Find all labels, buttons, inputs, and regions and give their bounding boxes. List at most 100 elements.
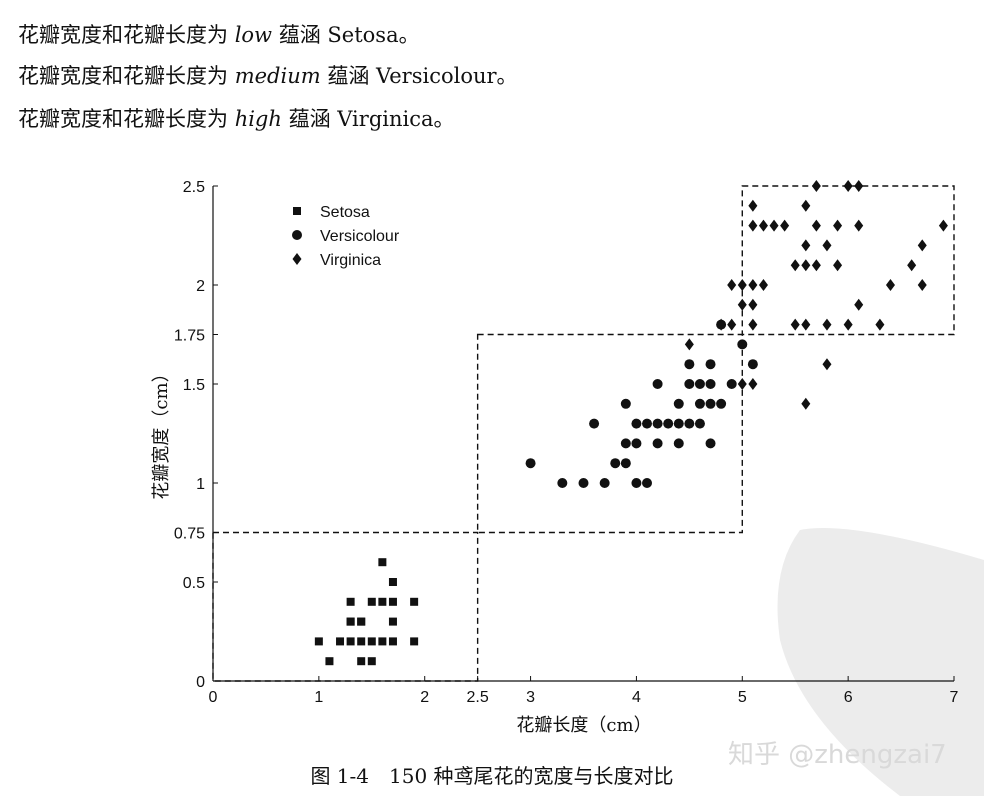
legend-label-setosa: Setosa bbox=[320, 204, 370, 221]
point-virginica bbox=[748, 219, 758, 232]
point-versicolour bbox=[705, 379, 716, 389]
x-axis-title: 花瓣长度（cm） bbox=[516, 715, 651, 736]
y-tick-label: 1 bbox=[196, 476, 205, 493]
point-setosa bbox=[367, 597, 376, 606]
point-setosa bbox=[367, 657, 376, 666]
point-virginica bbox=[748, 298, 758, 311]
point-virginica bbox=[801, 199, 811, 212]
point-setosa bbox=[346, 617, 355, 626]
point-virginica bbox=[822, 239, 832, 252]
legend-label-versicolour: Versicolour bbox=[320, 228, 400, 245]
point-setosa bbox=[336, 637, 345, 646]
point-versicolour bbox=[747, 359, 758, 370]
rule-species: Setosa。 bbox=[327, 23, 420, 47]
point-virginica bbox=[748, 378, 758, 390]
rule-prefix: 花瓣宽度和花瓣长度为 bbox=[18, 23, 235, 47]
point-setosa bbox=[357, 657, 366, 666]
point-versicolour bbox=[620, 458, 631, 469]
point-versicolour bbox=[631, 418, 642, 429]
point-virginica bbox=[938, 219, 948, 232]
figure-caption: 图 1-4 150 种鸢尾花的宽度与长度对比 bbox=[310, 764, 674, 788]
point-virginica bbox=[758, 219, 768, 232]
y-tick-label: 0 bbox=[196, 674, 205, 691]
rule-middle: 蕴涵 bbox=[281, 107, 338, 131]
point-setosa bbox=[378, 558, 387, 567]
point-versicolour bbox=[694, 418, 705, 429]
point-virginica bbox=[769, 219, 779, 232]
legend-marker-versicolour bbox=[292, 230, 302, 240]
point-virginica bbox=[790, 318, 800, 331]
point-virginica bbox=[907, 259, 917, 272]
region-box-3 bbox=[741, 185, 955, 336]
y-tick-label: 1.75 bbox=[174, 328, 205, 345]
watermark-shape bbox=[777, 528, 984, 796]
x-tick-label: 2 bbox=[420, 689, 429, 706]
point-versicolour bbox=[578, 478, 589, 488]
point-virginica bbox=[833, 259, 843, 272]
point-versicolour bbox=[525, 458, 536, 469]
x-tick-label: 6 bbox=[844, 689, 853, 706]
y-tick-label: 2.5 bbox=[183, 179, 205, 196]
point-versicolour bbox=[684, 379, 695, 389]
x-tick-label: 1 bbox=[314, 689, 323, 706]
point-virginica bbox=[885, 279, 895, 291]
point-virginica bbox=[801, 259, 811, 272]
point-versicolour bbox=[737, 339, 748, 350]
point-virginica bbox=[748, 318, 758, 331]
point-virginica bbox=[811, 180, 821, 192]
watermark-text: 知乎 @zhengzai7 bbox=[728, 740, 947, 770]
legend-marker-virginica bbox=[292, 253, 302, 265]
legend-label-virginica: Virginica bbox=[320, 252, 381, 269]
y-tick-label: 2 bbox=[196, 278, 205, 295]
point-versicolour bbox=[631, 478, 642, 488]
point-virginica bbox=[748, 279, 758, 291]
point-setosa bbox=[388, 637, 397, 646]
point-setosa bbox=[367, 637, 376, 646]
point-virginica bbox=[822, 318, 832, 331]
rule-high: 花瓣宽度和花瓣长度为 high 蕴涵 Virginica。 bbox=[18, 106, 455, 132]
point-versicolour bbox=[694, 379, 705, 389]
point-virginica bbox=[854, 219, 864, 232]
point-setosa bbox=[410, 597, 419, 606]
point-virginica bbox=[801, 239, 811, 252]
point-virginica bbox=[727, 318, 737, 331]
point-setosa bbox=[325, 657, 334, 666]
x-tick-label: 7 bbox=[950, 689, 959, 706]
point-virginica bbox=[737, 279, 747, 291]
point-virginica bbox=[780, 219, 790, 232]
point-virginica bbox=[727, 279, 737, 291]
x-tick-label: 0 bbox=[209, 689, 218, 706]
point-versicolour bbox=[663, 418, 674, 429]
point-versicolour bbox=[589, 418, 600, 429]
point-versicolour bbox=[673, 398, 684, 409]
point-setosa bbox=[346, 597, 355, 606]
x-tick-label: 3 bbox=[526, 689, 535, 706]
point-setosa bbox=[410, 637, 419, 646]
data-points bbox=[314, 180, 948, 666]
point-versicolour bbox=[557, 478, 568, 488]
rule-species: Versicolour。 bbox=[376, 64, 518, 88]
point-setosa bbox=[357, 637, 366, 646]
x-tick-label: 5 bbox=[738, 689, 747, 706]
point-setosa bbox=[388, 597, 397, 606]
rule-level: medium bbox=[234, 64, 321, 88]
point-virginica bbox=[822, 358, 832, 371]
point-versicolour bbox=[673, 418, 684, 429]
rule-level: low bbox=[234, 23, 273, 47]
point-virginica bbox=[854, 298, 864, 311]
point-versicolour bbox=[652, 418, 663, 429]
y-tick-label: 0.5 bbox=[183, 575, 205, 592]
rule-level: high bbox=[234, 107, 282, 131]
rule-prefix: 花瓣宽度和花瓣长度为 bbox=[18, 64, 235, 88]
region-box-1 bbox=[212, 531, 479, 682]
point-virginica bbox=[917, 279, 927, 291]
point-setosa bbox=[388, 617, 397, 626]
point-versicolour bbox=[610, 458, 621, 469]
point-virginica bbox=[684, 338, 694, 351]
point-virginica bbox=[917, 239, 927, 252]
point-setosa bbox=[378, 597, 387, 606]
region-box-2 bbox=[476, 333, 743, 534]
point-virginica bbox=[854, 180, 864, 192]
point-versicolour bbox=[599, 478, 610, 488]
point-virginica bbox=[833, 219, 843, 232]
